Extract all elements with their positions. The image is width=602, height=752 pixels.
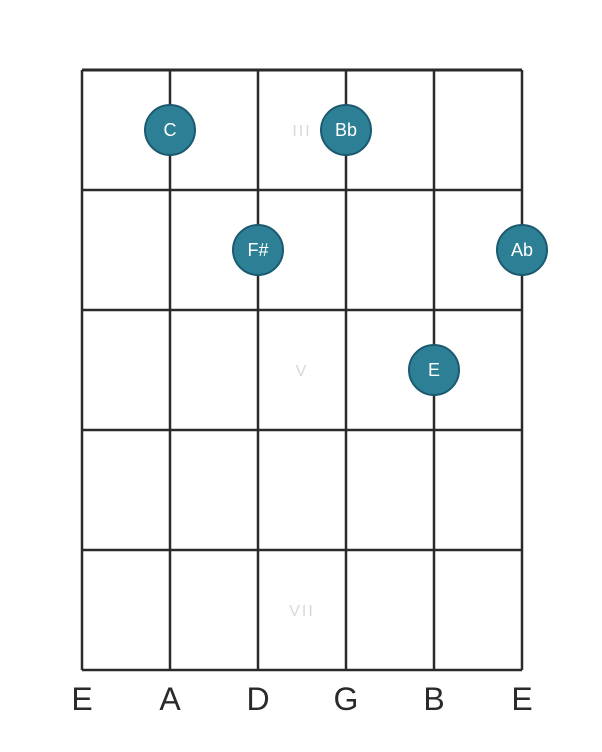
note-label: C [164, 120, 177, 140]
string-label: B [423, 681, 444, 717]
fret-marker-label: V [296, 363, 309, 380]
note-label: F# [247, 240, 268, 260]
string-label: A [159, 681, 181, 717]
string-label: G [334, 681, 359, 717]
note-label: E [428, 360, 440, 380]
fretboard-svg: III V VII C Bb F# Ab E E A D G B E [0, 0, 602, 752]
string-label: E [511, 681, 532, 717]
fret-marker-label: VII [289, 603, 315, 620]
note-label: Bb [335, 120, 357, 140]
note-label: Ab [511, 240, 533, 260]
string-label: E [71, 681, 92, 717]
fret-marker-label: III [292, 123, 311, 140]
chord-diagram: { "diagram": { "type": "fretboard", "bac… [0, 0, 602, 752]
string-label: D [246, 681, 269, 717]
